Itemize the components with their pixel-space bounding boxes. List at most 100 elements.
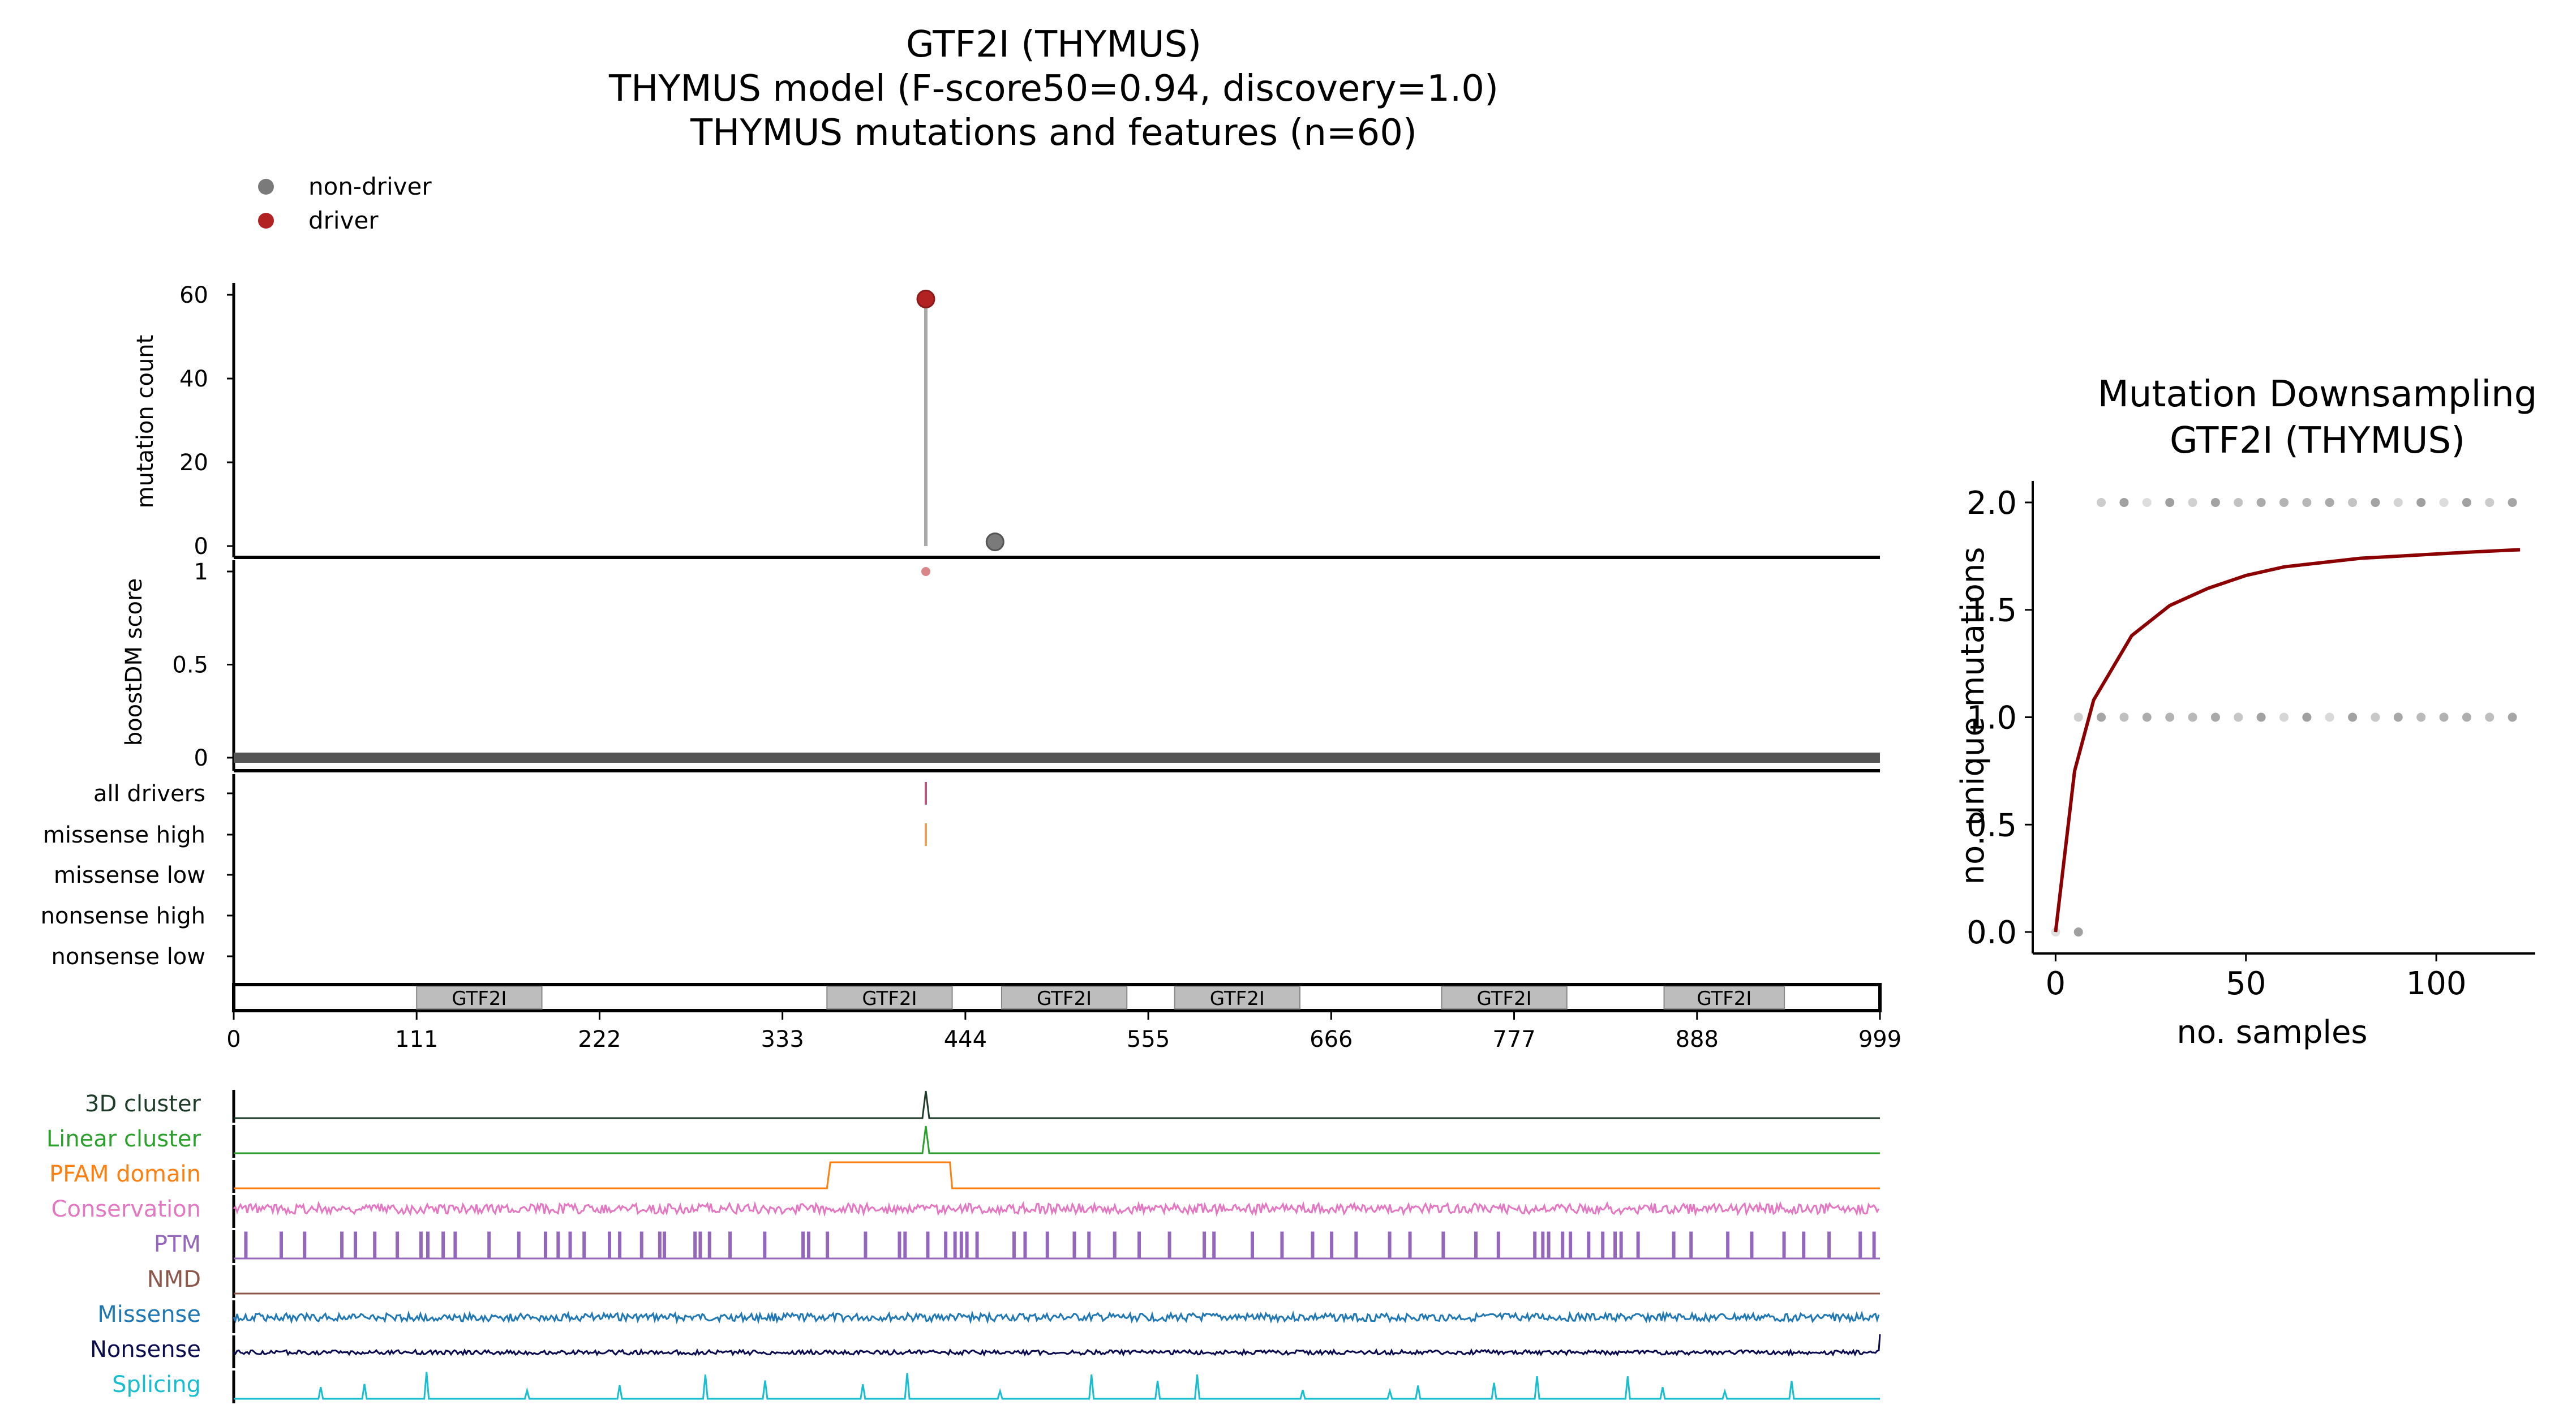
downsample-point	[2279, 497, 2289, 507]
downsample-point	[2119, 497, 2129, 507]
downsample-point	[2073, 927, 2083, 937]
downsample-point	[2188, 497, 2197, 507]
track-line	[234, 1090, 1880, 1119]
downsample-point	[2256, 497, 2266, 507]
side-title-line-2: GTF2I (THYMUS)	[2170, 420, 2465, 462]
boost-ytick-label: 1	[194, 559, 208, 585]
downsample-point	[2325, 497, 2334, 507]
side-xtick-label: 0	[2046, 965, 2066, 1002]
downsample-point	[2462, 497, 2471, 507]
downsample-point	[2348, 497, 2358, 507]
non-driver-point	[985, 532, 1004, 552]
protein-bar	[232, 983, 1882, 1012]
track-line	[233, 1310, 1880, 1325]
track-line	[233, 1201, 1880, 1217]
x-tick-label: 333	[761, 1026, 804, 1052]
downsample-point	[2439, 712, 2449, 722]
side-ytick-label: 1.0	[1967, 700, 2017, 737]
legend: non-driver driver	[258, 173, 432, 234]
side-ytick-label: 1.5	[1967, 592, 2017, 629]
side-title-line-1: Mutation Downsampling	[2098, 373, 2538, 415]
domain-box	[1663, 986, 1785, 1009]
x-tick-label: 666	[1310, 1026, 1353, 1052]
main-title: GTF2I (THYMUS) THYMUS model (F-score50=0…	[608, 24, 1499, 154]
track-label: Conservation	[51, 1196, 201, 1222]
downsampling-plot: Mutation Downsampling GTF2I (THYMUS) no.…	[1955, 373, 2537, 1051]
side-xtick-label: 100	[2406, 965, 2467, 1002]
fit-curve	[2054, 548, 2521, 933]
track-label: PFAM domain	[49, 1161, 201, 1187]
downsample-point	[2325, 712, 2334, 722]
side-ytick-label: 2.0	[1967, 485, 2017, 522]
domain-label: GTF2I	[452, 987, 506, 1010]
x-tick-label: 999	[1858, 1026, 1901, 1052]
x-tick-label: 222	[578, 1026, 621, 1052]
track-line	[234, 1231, 1880, 1260]
downsample-point	[2393, 497, 2403, 507]
downsample-point	[2234, 712, 2243, 722]
x-tick-label: 555	[1127, 1026, 1170, 1052]
downsample-point	[2371, 497, 2380, 507]
downsample-point	[2119, 712, 2129, 722]
downsample-point	[2142, 712, 2152, 722]
boost-ytick-label: 0.5	[172, 652, 208, 678]
downsample-point	[2485, 497, 2495, 507]
downsample-point	[2256, 712, 2266, 722]
side-xlabel: no. samples	[2176, 1014, 2367, 1051]
boost-ylabel: boostDM score	[121, 578, 147, 746]
boost-ytick-label: 0	[194, 745, 208, 771]
downsample-point	[2210, 712, 2220, 722]
downsample-point	[2302, 497, 2312, 507]
domain-label: GTF2I	[1037, 987, 1092, 1010]
downsample-point	[2439, 497, 2449, 507]
track-label: Missense	[97, 1301, 201, 1328]
boost-score-band	[234, 753, 1880, 763]
x-tick-label: 888	[1676, 1026, 1719, 1052]
legend-label-non-driver: non-driver	[308, 173, 432, 200]
domain-track: GTF2I GTF2I GTF2I GTF2I GTF2I GTF2I 0 111 222 333…	[226, 983, 1901, 1052]
downsample-point	[2142, 497, 2152, 507]
downsample-point	[2165, 497, 2175, 507]
category-panel: all drivers missense high missense low nons…	[41, 774, 928, 985]
downsample-point	[2234, 497, 2243, 507]
domain-box	[1174, 986, 1301, 1009]
driver-point	[916, 289, 935, 308]
track-line	[234, 1372, 1880, 1400]
legend-marker-driver	[258, 213, 274, 229]
category-label: all drivers	[93, 781, 205, 807]
boostdm-plot: boostDM score 0 0.5 1	[121, 559, 1880, 772]
feature-tracks: 3D cluster Linear cluster PFAM domain Conse…	[46, 1090, 1881, 1403]
downsample-point	[2416, 712, 2426, 722]
needle-ytick-label: 40	[179, 366, 208, 392]
downsample-point	[2371, 712, 2380, 722]
downsample-point	[2165, 712, 2175, 722]
domain-box	[1001, 986, 1128, 1009]
x-tick-label: 111	[395, 1026, 438, 1052]
track-line	[233, 1334, 1881, 1357]
legend-label-driver: driver	[308, 207, 379, 234]
domain-box	[416, 986, 543, 1009]
downsample-point	[2210, 497, 2220, 507]
downsample-point	[2073, 712, 2083, 722]
downsample-point	[2348, 712, 2358, 722]
track-label: PTM	[154, 1231, 201, 1257]
category-label: nonsense high	[41, 903, 205, 929]
x-tick-label: 777	[1492, 1026, 1535, 1052]
category-label: missense high	[43, 822, 205, 848]
downsample-point	[2097, 712, 2106, 722]
title-line-2: THYMUS model (F-score50=0.94, discovery=…	[608, 68, 1499, 110]
downsample-point	[2485, 712, 2495, 722]
domain-box	[826, 986, 953, 1009]
category-label: nonsense low	[51, 944, 205, 970]
downsample-point	[2188, 712, 2197, 722]
category-label: missense low	[54, 862, 205, 888]
needle-ytick-label: 0	[194, 534, 208, 560]
downsample-point	[2393, 712, 2403, 722]
x-tick-label: 444	[944, 1026, 987, 1052]
downsample-point	[2416, 497, 2426, 507]
downsample-point	[2508, 712, 2517, 722]
needle-ytick-label: 20	[179, 450, 208, 476]
x-tick-label: 0	[226, 1026, 241, 1052]
domain-label: GTF2I	[1697, 987, 1751, 1010]
track-label: Nonsense	[90, 1337, 201, 1363]
